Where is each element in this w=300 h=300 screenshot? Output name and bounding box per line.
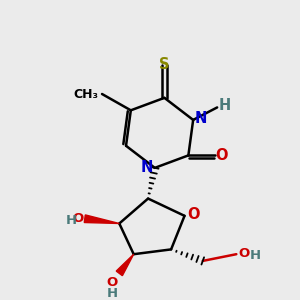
Text: O: O — [73, 212, 84, 225]
Text: H: H — [219, 98, 231, 113]
Text: H: H — [106, 287, 117, 300]
Polygon shape — [84, 215, 119, 224]
Text: N: N — [195, 111, 208, 126]
Polygon shape — [116, 254, 134, 276]
Text: CH₃: CH₃ — [73, 88, 98, 100]
Text: S: S — [159, 57, 169, 72]
Text: O: O — [187, 207, 200, 222]
Text: H: H — [66, 214, 77, 227]
Text: N: N — [140, 160, 153, 175]
Text: O: O — [216, 148, 228, 163]
Text: H: H — [250, 249, 261, 262]
Text: O: O — [106, 276, 117, 289]
Text: O: O — [238, 247, 250, 260]
